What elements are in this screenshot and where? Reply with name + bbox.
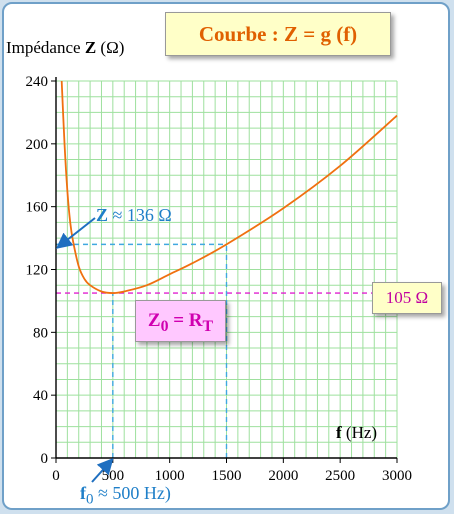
y-tick-label: 160: [26, 200, 49, 216]
x-tick-label: 1500: [212, 468, 242, 484]
z-reading-annotation: Z ≈ 136 Ω: [96, 205, 172, 226]
y-axis-unit: (Ω): [96, 38, 125, 57]
z0-sub: 0: [160, 317, 169, 335]
f0-reading-text: ≈ 500 Hz): [93, 483, 171, 503]
y-axis-text: Impédance: [6, 38, 85, 57]
axes: [51, 77, 398, 463]
y-tick-label: 200: [26, 137, 49, 153]
arrows: [55, 217, 114, 483]
x-tick-label: 3000: [382, 468, 412, 484]
y-axis-symbol: Z: [84, 38, 97, 57]
guide-lines: [56, 243, 372, 458]
x-tick-label: 2000: [268, 468, 298, 484]
x-axis-symbol: f: [336, 423, 342, 442]
z-symbol: Z: [96, 205, 109, 225]
x-axis-unit: (Hz): [341, 423, 378, 442]
y-tick-label: 80: [33, 325, 48, 341]
f0-reading-annotation: f0 ≈ 500 Hz): [80, 483, 171, 509]
chart-title: Courbe : Z = g (f): [165, 12, 391, 56]
impedance-curve: [60, 80, 398, 294]
f0-subscript: 0: [86, 491, 94, 508]
x-tick-label: 1000: [155, 468, 185, 484]
rt-sub: T: [202, 317, 214, 335]
y-tick-label: 0: [41, 451, 49, 467]
y-axis-label: Impédance Z (Ω): [6, 38, 124, 58]
x-tick-label: 2500: [325, 468, 355, 484]
z-arrow: [55, 217, 96, 249]
y-tick-label: 240: [26, 74, 49, 90]
y-tick-label: 120: [26, 263, 49, 279]
x-tick-label: 0: [52, 468, 60, 484]
min-value-label: 105 Ω: [372, 282, 442, 314]
tick-labels: 0 500 1000 1500 2000 2500 3000 0 40 80 120 160 200 24…: [26, 74, 413, 484]
z0-equals-rt-label: Z0 = RT: [135, 300, 226, 342]
x-tick-label: 500: [102, 468, 125, 484]
z-reading-text: ≈ 136 Ω: [108, 205, 172, 225]
z0-main: Z: [147, 310, 161, 331]
z0-mid: = R: [168, 310, 203, 331]
x-axis-label: f (Hz): [336, 423, 377, 443]
y-tick-label: 40: [33, 388, 48, 404]
f0-symbol: f: [80, 483, 86, 503]
f0-arrow: [91, 458, 114, 483]
